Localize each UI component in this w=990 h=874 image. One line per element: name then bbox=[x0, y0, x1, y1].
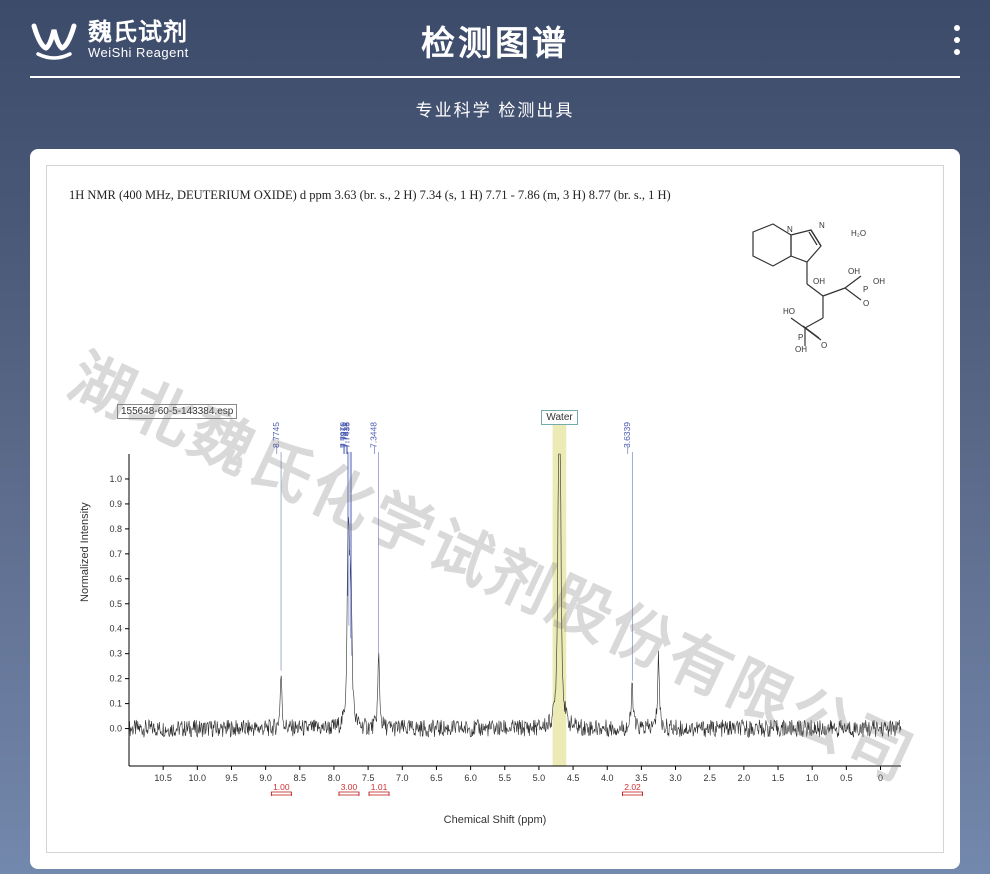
svg-text:OH: OH bbox=[848, 267, 860, 276]
svg-text:3.00: 3.00 bbox=[341, 782, 358, 792]
svg-text:0.4: 0.4 bbox=[109, 623, 122, 633]
svg-text:6.0: 6.0 bbox=[464, 773, 477, 783]
svg-text:9.5: 9.5 bbox=[225, 773, 238, 783]
svg-text:1.0: 1.0 bbox=[806, 773, 819, 783]
svg-text:0.8: 0.8 bbox=[109, 523, 122, 533]
spectrum-panel: 1H NMR (400 MHz, DEUTERIUM OXIDE) d ppm … bbox=[46, 165, 944, 853]
svg-text:P: P bbox=[798, 333, 803, 342]
svg-text:—: — bbox=[271, 445, 281, 454]
svg-text:0: 0 bbox=[878, 773, 883, 783]
svg-text:OH: OH bbox=[795, 345, 807, 354]
y-axis-label: Normalized Intensity bbox=[79, 502, 91, 602]
nmr-description: 1H NMR (400 MHz, DEUTERIUM OXIDE) d ppm … bbox=[69, 188, 921, 203]
svg-text:0.5: 0.5 bbox=[109, 598, 122, 608]
svg-text:1.00: 1.00 bbox=[273, 782, 290, 792]
svg-text:4.5: 4.5 bbox=[567, 773, 580, 783]
svg-text:H₂O: H₂O bbox=[851, 229, 866, 238]
page-title: 检测图谱 bbox=[421, 16, 569, 65]
svg-text:1.01: 1.01 bbox=[371, 782, 388, 792]
svg-text:O: O bbox=[821, 341, 827, 350]
svg-text:1.0: 1.0 bbox=[109, 473, 122, 483]
svg-text:—: — bbox=[341, 445, 351, 454]
svg-text:0.2: 0.2 bbox=[109, 673, 122, 683]
header: 魏氏试剂 WeiShi Reagent 检测图谱 bbox=[0, 0, 990, 76]
svg-text:OH: OH bbox=[813, 277, 825, 286]
svg-text:2.5: 2.5 bbox=[703, 773, 716, 783]
svg-text:10.0: 10.0 bbox=[189, 773, 207, 783]
svg-text:7.7435: 7.7435 bbox=[341, 421, 351, 447]
svg-text:7.0: 7.0 bbox=[396, 773, 409, 783]
subtitle: 专业科学 检测出具 bbox=[0, 96, 990, 121]
spectrum-svg: 0.00.10.20.30.40.50.60.70.80.91.010.510.… bbox=[101, 414, 911, 824]
svg-text:2.0: 2.0 bbox=[738, 773, 751, 783]
logo: 魏氏试剂 WeiShi Reagent bbox=[30, 18, 189, 62]
svg-text:1.5: 1.5 bbox=[772, 773, 785, 783]
svg-text:6.5: 6.5 bbox=[430, 773, 443, 783]
svg-text:O: O bbox=[863, 299, 869, 308]
svg-text:5.0: 5.0 bbox=[533, 773, 546, 783]
spectrum-plot: 0.00.10.20.30.40.50.60.70.80.91.010.510.… bbox=[101, 414, 911, 824]
svg-text:0.3: 0.3 bbox=[109, 648, 122, 658]
svg-text:3.6339: 3.6339 bbox=[622, 421, 632, 447]
svg-text:2.02: 2.02 bbox=[624, 782, 641, 792]
svg-text:0.6: 0.6 bbox=[109, 573, 122, 583]
svg-text:0.9: 0.9 bbox=[109, 498, 122, 508]
logo-text-cn: 魏氏试剂 bbox=[88, 20, 189, 46]
svg-text:—: — bbox=[369, 445, 379, 454]
svg-text:5.5: 5.5 bbox=[498, 773, 511, 783]
logo-icon bbox=[30, 18, 78, 62]
water-label: Water bbox=[541, 410, 577, 425]
spectrum-card: 1H NMR (400 MHz, DEUTERIUM OXIDE) d ppm … bbox=[30, 149, 960, 869]
x-axis-label: Chemical Shift (ppm) bbox=[444, 814, 547, 826]
svg-text:HO: HO bbox=[783, 307, 795, 316]
svg-text:0.0: 0.0 bbox=[109, 723, 122, 733]
svg-text:4.0: 4.0 bbox=[601, 773, 614, 783]
svg-text:8.7745: 8.7745 bbox=[271, 421, 281, 447]
svg-text:0.7: 0.7 bbox=[109, 548, 122, 558]
svg-text:9.0: 9.0 bbox=[259, 773, 272, 783]
menu-dots-icon[interactable] bbox=[954, 25, 960, 55]
svg-text:8.0: 8.0 bbox=[328, 773, 341, 783]
svg-text:3.0: 3.0 bbox=[669, 773, 682, 783]
chemical-structure: N N OH OH P O OH HO OH O P H₂O bbox=[723, 214, 893, 354]
svg-text:N: N bbox=[787, 225, 793, 234]
svg-text:10.5: 10.5 bbox=[154, 773, 172, 783]
svg-text:—: — bbox=[622, 445, 632, 454]
svg-text:7.3448: 7.3448 bbox=[369, 421, 379, 447]
svg-text:0.5: 0.5 bbox=[840, 773, 853, 783]
svg-text:OH: OH bbox=[873, 277, 885, 286]
svg-text:P: P bbox=[863, 285, 868, 294]
svg-text:8.5: 8.5 bbox=[294, 773, 307, 783]
divider bbox=[30, 76, 960, 78]
logo-text-en: WeiShi Reagent bbox=[88, 46, 189, 60]
svg-text:N: N bbox=[819, 221, 825, 230]
svg-text:0.1: 0.1 bbox=[109, 698, 122, 708]
